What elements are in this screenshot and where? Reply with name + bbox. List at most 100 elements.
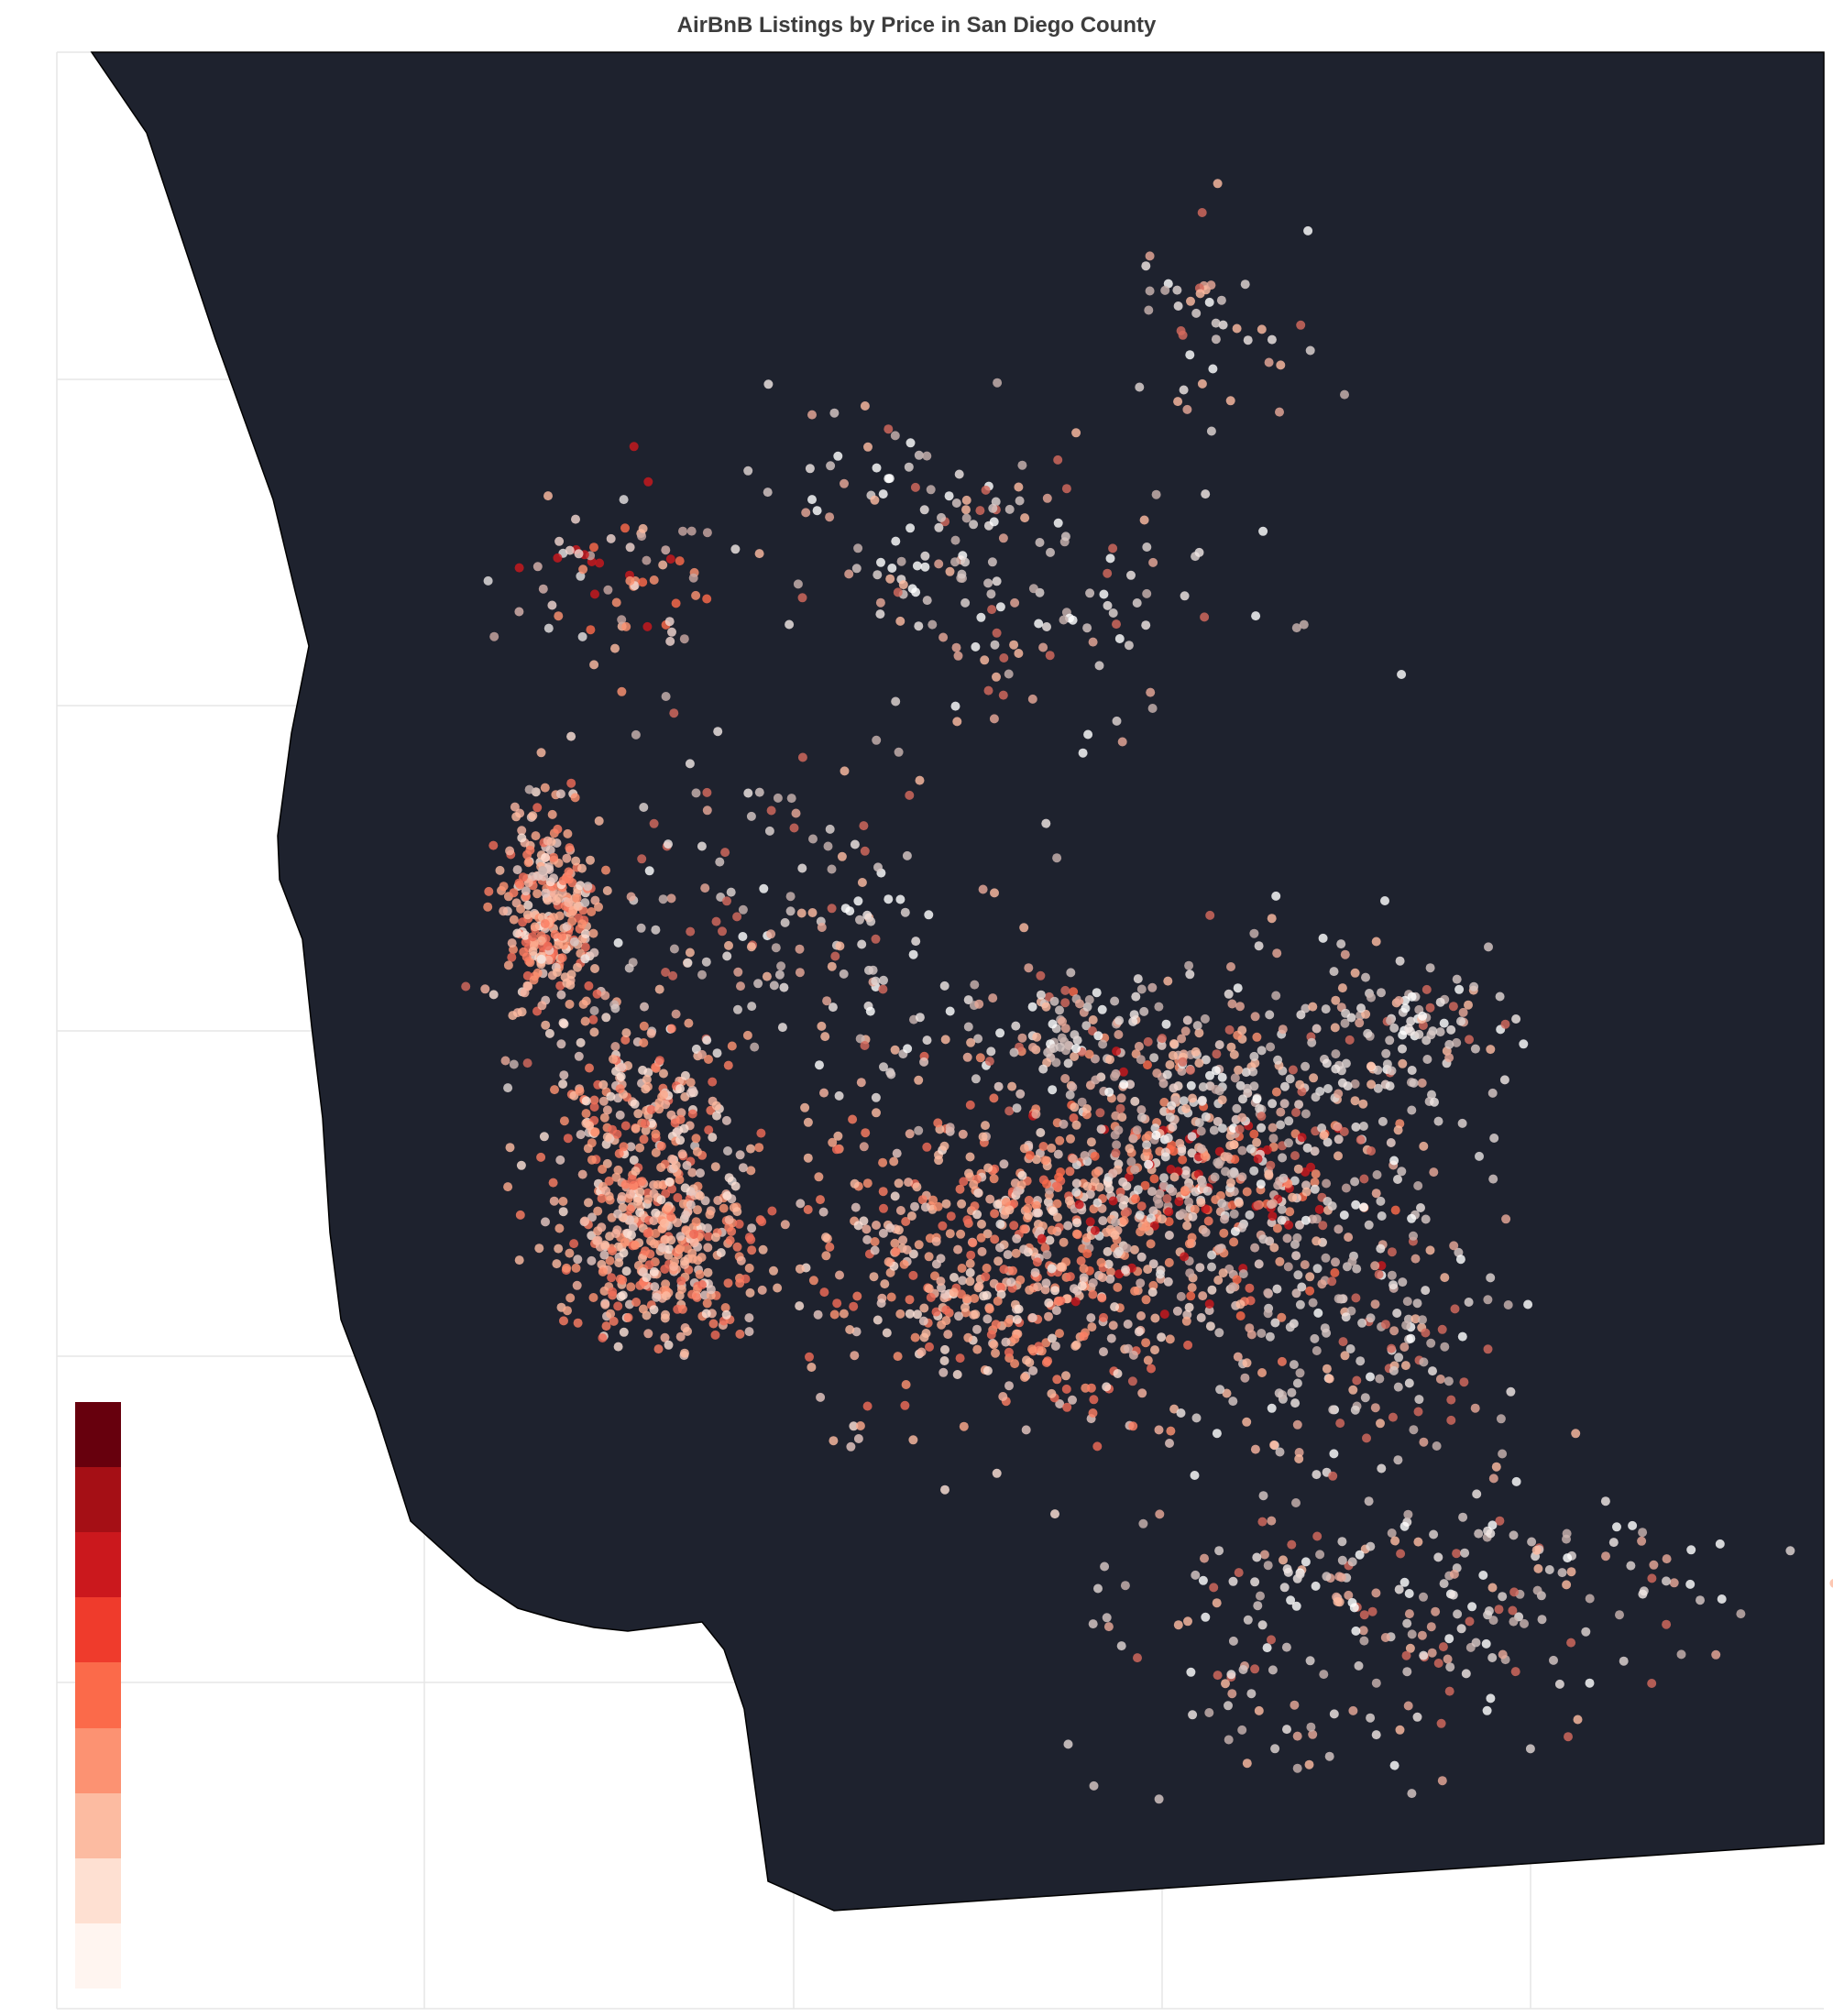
- listing-point[interactable]: [1197, 1178, 1207, 1188]
- listing-point[interactable]: [780, 917, 790, 927]
- listing-point[interactable]: [1025, 1285, 1035, 1295]
- listing-point[interactable]: [702, 805, 712, 816]
- listing-point[interactable]: [773, 793, 783, 803]
- listing-point[interactable]: [829, 1436, 839, 1446]
- listing-point[interactable]: [990, 1209, 1000, 1219]
- listing-point[interactable]: [971, 1074, 981, 1084]
- listing-point[interactable]: [1237, 1172, 1247, 1182]
- listing-point[interactable]: [884, 894, 894, 904]
- listing-point[interactable]: [1103, 1622, 1114, 1632]
- listing-point[interactable]: [1311, 1169, 1321, 1179]
- listing-point[interactable]: [998, 690, 1008, 700]
- listing-point[interactable]: [1154, 1199, 1164, 1209]
- listing-point[interactable]: [1180, 591, 1190, 601]
- listing-point[interactable]: [1404, 1589, 1414, 1598]
- listing-point[interactable]: [1288, 1192, 1298, 1202]
- listing-point[interactable]: [1585, 1594, 1595, 1604]
- listing-point[interactable]: [723, 1278, 733, 1288]
- listing-point[interactable]: [1050, 1286, 1060, 1296]
- listing-point[interactable]: [884, 474, 895, 484]
- listing-point[interactable]: [1104, 1184, 1114, 1194]
- listing-point[interactable]: [959, 1421, 969, 1431]
- listing-point[interactable]: [1082, 1104, 1092, 1113]
- listing-point[interactable]: [1257, 1329, 1267, 1338]
- listing-point[interactable]: [1425, 1003, 1435, 1013]
- listing-point[interactable]: [1355, 1550, 1365, 1560]
- listing-point[interactable]: [1345, 1344, 1356, 1353]
- listing-point[interactable]: [977, 1246, 987, 1256]
- listing-point[interactable]: [952, 1370, 962, 1379]
- listing-point[interactable]: [1351, 1200, 1361, 1210]
- listing-point[interactable]: [807, 1363, 817, 1372]
- listing-point[interactable]: [1040, 1156, 1050, 1166]
- listing-point[interactable]: [816, 1195, 825, 1205]
- listing-point[interactable]: [958, 1276, 968, 1286]
- listing-point[interactable]: [861, 1128, 871, 1138]
- listing-point[interactable]: [1649, 1560, 1659, 1570]
- listing-point[interactable]: [1499, 1075, 1509, 1085]
- listing-point[interactable]: [598, 1266, 608, 1276]
- listing-point[interactable]: [711, 1101, 721, 1111]
- listing-point[interactable]: [819, 1287, 829, 1298]
- listing-point[interactable]: [1197, 208, 1207, 217]
- listing-point[interactable]: [1270, 1318, 1280, 1328]
- listing-point[interactable]: [1458, 1512, 1468, 1522]
- listing-point[interactable]: [706, 1285, 716, 1295]
- listing-point[interactable]: [763, 488, 773, 498]
- listing-point[interactable]: [1465, 1035, 1474, 1045]
- listing-point[interactable]: [675, 1084, 685, 1094]
- listing-point[interactable]: [954, 1311, 963, 1321]
- listing-point[interactable]: [1202, 1186, 1213, 1196]
- listing-point[interactable]: [898, 1235, 908, 1245]
- listing-point[interactable]: [499, 906, 509, 916]
- listing-point[interactable]: [1059, 1237, 1069, 1247]
- listing-point[interactable]: [1414, 1029, 1424, 1039]
- listing-point[interactable]: [1544, 1565, 1554, 1574]
- listing-point[interactable]: [1346, 1013, 1356, 1023]
- listing-point[interactable]: [915, 775, 925, 785]
- listing-point[interactable]: [900, 1400, 910, 1410]
- listing-point[interactable]: [1159, 1180, 1169, 1190]
- listing-point[interactable]: [808, 834, 818, 844]
- listing-point[interactable]: [1393, 1125, 1403, 1135]
- listing-point[interactable]: [989, 517, 999, 527]
- listing-point[interactable]: [1160, 1152, 1170, 1162]
- listing-point[interactable]: [1419, 1592, 1428, 1602]
- listing-point[interactable]: [562, 853, 572, 863]
- listing-point[interactable]: [1311, 1092, 1321, 1102]
- listing-point[interactable]: [572, 893, 582, 904]
- listing-point[interactable]: [1430, 1097, 1439, 1107]
- listing-point[interactable]: [917, 1195, 927, 1205]
- listing-point[interactable]: [711, 916, 721, 926]
- listing-point[interactable]: [1050, 1341, 1060, 1351]
- listing-point[interactable]: [1110, 996, 1120, 1006]
- listing-point[interactable]: [1133, 1185, 1143, 1195]
- listing-point[interactable]: [1464, 1298, 1474, 1307]
- listing-point[interactable]: [1359, 1636, 1369, 1646]
- listing-point[interactable]: [1091, 1075, 1101, 1085]
- listing-point[interactable]: [1437, 1776, 1447, 1786]
- listing-point[interactable]: [1715, 1539, 1725, 1549]
- listing-point[interactable]: [1224, 1735, 1234, 1745]
- listing-point[interactable]: [712, 1048, 722, 1058]
- listing-point[interactable]: [1446, 1415, 1456, 1425]
- listing-point[interactable]: [1398, 1030, 1408, 1040]
- listing-point[interactable]: [879, 1203, 888, 1213]
- listing-point[interactable]: [704, 1232, 714, 1242]
- listing-point[interactable]: [503, 1182, 513, 1192]
- listing-point[interactable]: [1486, 1693, 1496, 1704]
- listing-point[interactable]: [1376, 1196, 1386, 1206]
- listing-point[interactable]: [908, 1435, 918, 1445]
- listing-point[interactable]: [891, 1246, 901, 1256]
- listing-point[interactable]: [1249, 1166, 1259, 1176]
- listing-point[interactable]: [617, 686, 627, 696]
- listing-point[interactable]: [1063, 1221, 1073, 1231]
- listing-point[interactable]: [1286, 1595, 1296, 1605]
- listing-point[interactable]: [1433, 1659, 1443, 1668]
- listing-point[interactable]: [1142, 1146, 1152, 1156]
- listing-point[interactable]: [1291, 623, 1301, 633]
- listing-point[interactable]: [1418, 1011, 1428, 1021]
- listing-point[interactable]: [1267, 334, 1277, 345]
- listing-point[interactable]: [1487, 1088, 1498, 1098]
- listing-point[interactable]: [998, 533, 1008, 543]
